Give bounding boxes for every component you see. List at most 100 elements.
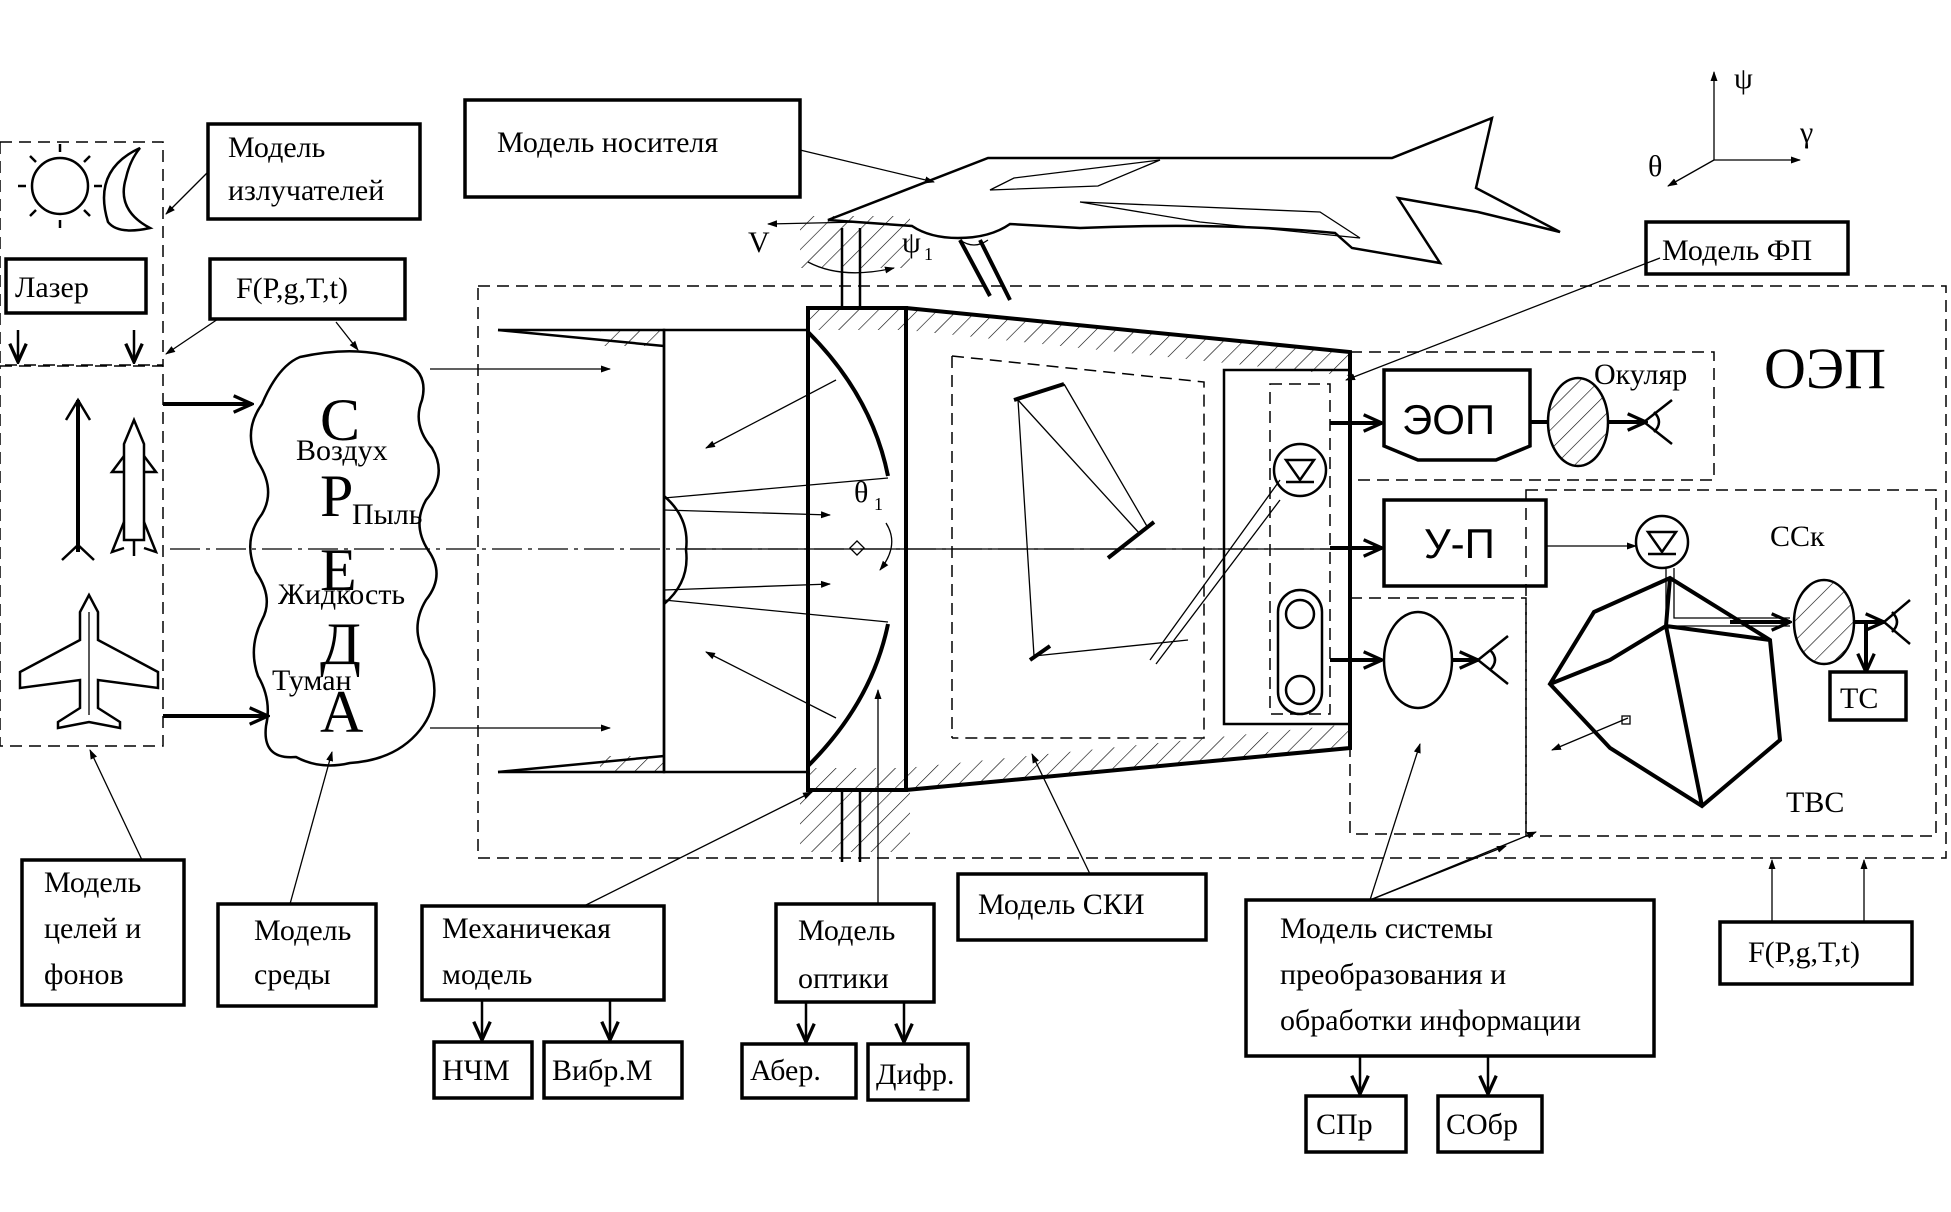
aber-box <box>740 1042 858 1100</box>
theta1-label: θ <box>854 476 868 509</box>
velocity-label: V <box>748 226 770 259</box>
laser-label: Лазер <box>15 271 89 304</box>
sreda-letter-d: Д <box>320 611 361 677</box>
difr-box <box>866 1042 970 1102</box>
emitters-model-label: Модель <box>228 131 325 164</box>
ski-model-label: Модель СКИ <box>978 888 1144 921</box>
theta1-subscript: 1 <box>874 494 883 514</box>
optics-model-label-2: оптики <box>798 962 889 995</box>
psi1-label: ψ <box>902 226 921 259</box>
eop-dashed-frame <box>1349 351 1715 481</box>
info-model-label: Модель системы <box>1280 912 1493 945</box>
env-params-box <box>208 257 407 321</box>
emitters-group: Лазер <box>0 141 164 366</box>
carrier-aircraft-icon <box>827 115 1561 301</box>
film-reel-icon <box>1276 588 1324 716</box>
environment-cloud: С Р Е Д А Воздух Пыль Жидкость Туман <box>249 350 440 767</box>
nchm-label: НЧМ <box>442 1054 510 1087</box>
tc-box <box>1828 670 1908 722</box>
emitters-model-box <box>206 122 422 221</box>
mech-model-box <box>420 904 666 1002</box>
oep-dashed-frame <box>477 285 1947 859</box>
env-model-box <box>216 902 378 1008</box>
sreda-letter-e: Е <box>320 537 357 603</box>
targets-group <box>0 365 164 747</box>
targets-dashed-frame <box>0 365 164 747</box>
info-model-box <box>1244 898 1656 1058</box>
oep-label: ОЭП <box>1764 336 1886 401</box>
optics-model-label: Модель <box>798 914 895 947</box>
eye-icon-2 <box>1475 635 1509 685</box>
down-arrow-icon <box>18 330 134 362</box>
spr-label: СПр <box>1316 1108 1373 1141</box>
aber-label: Абер. <box>750 1054 821 1087</box>
tc-label: ТС <box>1840 682 1878 715</box>
fp-model-box <box>1644 220 1850 276</box>
targets-model-box <box>20 858 186 1007</box>
difr-label: Дифр. <box>876 1058 954 1091</box>
visual-dashed-frame <box>1349 597 1527 835</box>
tvs-dashed-frame <box>1525 489 1937 837</box>
info-model-label-2: преобразования и <box>1280 958 1506 991</box>
moon-icon <box>102 146 154 232</box>
tvs-cube-icon <box>1547 575 1783 809</box>
missile-icon <box>109 416 159 556</box>
top-mount: ψ 1 <box>800 216 933 306</box>
lens-icon <box>1382 610 1454 710</box>
eye-icon <box>1641 399 1673 445</box>
eop-box <box>1382 368 1532 462</box>
medium-dust: Пыль <box>352 498 422 531</box>
axis-theta-label: θ <box>1648 150 1662 183</box>
vibr-box <box>542 1040 684 1100</box>
optical-housing <box>497 306 1352 862</box>
axis-psi-label: ψ <box>1734 62 1753 95</box>
ski-model-box <box>956 872 1208 942</box>
emitters-dashed-frame <box>0 141 164 366</box>
amplifier-box <box>1382 498 1548 588</box>
medium-fog: Туман <box>272 664 352 697</box>
targets-model-label: Модель <box>44 866 141 899</box>
carrier-model-label: Модель носителя <box>497 126 718 159</box>
medium-liquid: Жидкость <box>278 578 405 611</box>
tvs-label: ТВС <box>1786 786 1844 819</box>
env-model-label-2: среды <box>254 958 331 991</box>
env-params-label: F(P,g,T,t) <box>236 272 348 305</box>
tvs-params-box <box>1718 920 1914 986</box>
sreda-letter-a: А <box>320 679 363 745</box>
axis-gamma-label: γ <box>1799 116 1813 149</box>
eop-label: ЭОП <box>1402 396 1495 443</box>
tvs-lens-icon <box>1792 578 1856 666</box>
info-model-label-3: обработки информации <box>1280 1004 1581 1037</box>
photodiode-icon <box>1272 442 1328 498</box>
cck-label: ССк <box>1770 520 1825 553</box>
eyepiece-lens-icon <box>1546 376 1610 468</box>
targets-model-label-2: целей и <box>44 912 141 945</box>
axes-icon: ψ γ θ <box>1648 62 1813 187</box>
vibr-label: Вибр.М <box>552 1054 653 1087</box>
arrow-target-icon <box>61 397 95 561</box>
amplifier-label: У-П <box>1424 520 1495 567</box>
carrier-model-box <box>463 98 802 199</box>
aircraft-target-icon <box>18 592 160 730</box>
optics-model-box <box>774 902 936 1004</box>
sreda-letter-r: Р <box>320 463 353 529</box>
fp-model-label: Модель ФП <box>1662 234 1812 267</box>
mech-model-label-2: модель <box>442 958 532 991</box>
psi1-subscript: 1 <box>924 244 933 264</box>
medium-air: Воздух <box>296 434 388 467</box>
laser-box <box>4 257 148 315</box>
sobr-label: СОбр <box>1446 1108 1518 1141</box>
emitters-model-label-2: излучателей <box>228 174 384 207</box>
tvs-eye-icon <box>1882 599 1911 645</box>
eyepiece-label: Окуляр <box>1594 358 1687 391</box>
spr-box <box>1304 1094 1408 1154</box>
sobr-box <box>1436 1094 1544 1154</box>
env-model-label: Модель <box>254 914 351 947</box>
tvs-photodiode-icon <box>1634 514 1690 570</box>
sreda-letter-s: С <box>320 387 360 453</box>
sun-icon <box>18 144 102 228</box>
nchm-box <box>432 1040 534 1100</box>
scanning-system <box>1013 382 1281 665</box>
ray-paths <box>663 379 1383 719</box>
